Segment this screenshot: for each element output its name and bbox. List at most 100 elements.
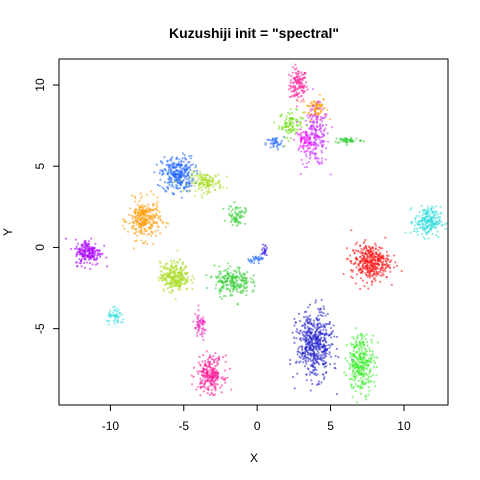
point [310,100,314,104]
point [140,206,143,209]
point [234,277,237,280]
point [165,186,169,189]
point [83,261,86,265]
point [311,116,314,119]
point [87,253,90,256]
point [79,259,83,262]
point [317,115,320,118]
point [303,347,306,350]
point [364,272,367,275]
point [119,312,122,315]
point [314,339,317,342]
point [367,375,371,378]
point [99,255,102,258]
point [184,264,187,268]
point [371,334,375,337]
point [353,360,356,364]
point [360,347,363,350]
point [201,196,204,199]
point [290,75,293,78]
point [368,372,371,375]
point [116,319,119,322]
point [351,372,354,376]
point [315,142,318,145]
point [186,279,189,282]
point [313,335,316,339]
point [433,222,436,226]
point [362,140,365,143]
point [367,357,371,360]
point [323,333,326,336]
point [131,194,134,197]
point [135,239,138,242]
point [438,219,441,222]
point [360,361,363,364]
point [321,125,324,128]
point [218,289,222,292]
point [313,367,317,370]
point [217,173,220,176]
point [221,356,225,359]
point [148,226,151,230]
x-tick-label: -10 [102,419,120,433]
point [203,359,207,363]
point [358,364,361,367]
point [352,387,355,390]
point [288,112,291,116]
point [322,305,325,308]
point [238,211,242,214]
point [192,375,195,378]
point [200,189,203,192]
point [301,354,304,358]
point [353,251,356,254]
point [210,388,214,391]
point [359,287,362,291]
point [237,223,240,226]
point [436,230,439,233]
point [166,287,169,290]
point [316,373,319,376]
point [81,243,84,246]
point [320,359,324,362]
point [311,87,315,91]
point [306,334,309,337]
point [197,385,200,388]
point [209,381,212,384]
point [307,133,311,137]
point [206,358,210,361]
point [212,380,215,384]
point [232,272,235,276]
point [290,86,293,90]
point [187,185,190,188]
point [91,249,94,252]
point [191,275,194,278]
point [178,166,181,169]
point [197,176,200,179]
point [317,161,320,164]
point [212,371,215,375]
point [220,286,223,289]
point [264,143,267,146]
point [319,329,322,332]
point [420,232,424,236]
point [211,363,214,366]
point [345,247,349,250]
point [252,274,255,277]
point [320,311,323,314]
point [152,202,155,205]
point [355,258,359,261]
point [307,316,310,319]
point [75,245,78,248]
point [81,248,84,252]
point [335,137,338,140]
point [413,224,417,227]
point [371,246,374,249]
point [131,217,134,220]
point [371,258,375,261]
point [367,363,370,367]
point [202,184,205,187]
point [343,140,346,143]
point [150,226,153,229]
point [237,207,240,210]
point [374,244,378,247]
